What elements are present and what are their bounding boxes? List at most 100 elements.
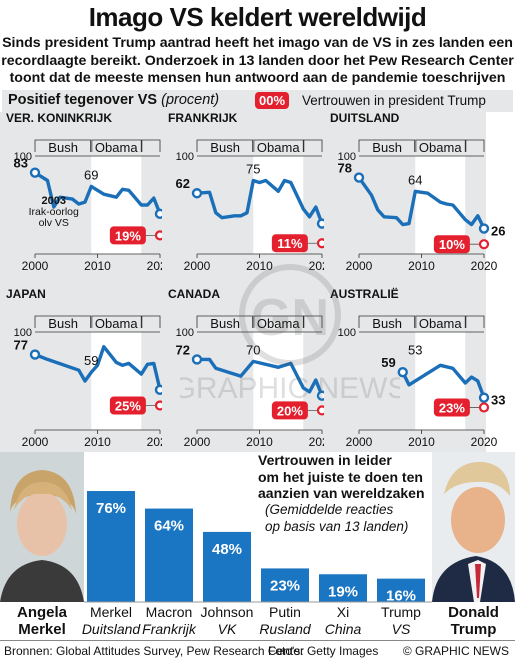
obama-label: Obama [95, 316, 138, 331]
obama-label: Obama [419, 316, 462, 331]
bush-bracket [34, 315, 92, 328]
x-tick-label: 2000 [346, 435, 373, 449]
start-value-label: 77 [14, 338, 28, 353]
leader-bar [377, 578, 425, 602]
panel-title: DUITSLAND [330, 112, 400, 125]
trump-bracket [303, 315, 323, 328]
iraq-annotation-line: 2003 [42, 195, 66, 207]
trump-bracket [141, 315, 161, 328]
obama-label: Obama [257, 140, 300, 155]
legend-title: Positief tegenover VS (procent) [8, 92, 220, 108]
leader-category-label: Putin Rusland [252, 604, 318, 638]
trump-bracket [303, 139, 323, 152]
mid-value-label: 69 [84, 167, 98, 182]
obama-bracket [415, 139, 466, 152]
leader-bar-value: 19% [328, 583, 358, 600]
obama-label: Obama [419, 140, 462, 155]
panel-title: JAPAN [6, 287, 46, 301]
iraq-annotation-line: olv VS [39, 217, 69, 229]
leader-bar [145, 508, 193, 602]
legend-trump-label: Vertrouwen in president Trump [302, 93, 486, 108]
series-line [33, 171, 162, 216]
start-value-label: 62 [176, 176, 190, 191]
y100-label: 100 [176, 327, 194, 339]
y100-label: 100 [176, 151, 194, 163]
bush-bracket [196, 139, 254, 152]
leader-note-line-1: (Gemiddelde reacties [265, 502, 394, 517]
footer-photos: Foto's: Getty Images [268, 644, 379, 658]
obama-bracket [91, 139, 142, 152]
trump-point [478, 239, 490, 250]
trump-caption: Donald Trump [432, 604, 515, 638]
leader-bar [87, 491, 135, 602]
y100-label: 100 [338, 327, 356, 339]
trump-badge-label: 20% [277, 403, 303, 418]
leader-chart-title: Vertrouwen in leider om het juiste te do… [258, 452, 425, 502]
leader-name: Johnson [200, 604, 254, 620]
merkel-photo [0, 452, 84, 602]
obama-label: Obama [257, 316, 300, 331]
trump-badge [109, 226, 146, 245]
mid-value-label: 64 [408, 172, 422, 187]
leader-country: Duitsland [81, 621, 141, 637]
trump-photo [432, 452, 515, 602]
obama-band [91, 332, 142, 430]
leader-bar [319, 574, 367, 602]
bush-label: Bush [210, 140, 240, 155]
end-value-label: 33 [491, 393, 505, 408]
leader-country: Rusland [259, 621, 311, 637]
trump-badge-label: 23% [439, 400, 465, 415]
leader-country: China [324, 621, 362, 637]
merkel-last-name: Merkel [18, 621, 66, 638]
panel-frankrijk: FRANKRIJK100BushObama2000201020206231751… [162, 112, 343, 288]
series-line [401, 363, 486, 400]
leader-title-line-3: aanzien van wereldzaken [258, 485, 425, 501]
obama-bracket [415, 315, 466, 328]
subtitle-line-2: recordlaagte bereikt. Onderzoek in 13 la… [1, 52, 514, 69]
end-value-label: 26 [491, 224, 505, 239]
panel-title: AUSTRALIË [330, 286, 399, 301]
obama-label: Obama [95, 140, 138, 155]
subtitle-line-1: Sinds president Trump aantrad heeft het … [2, 35, 513, 51]
mid-value-label: 70 [246, 342, 260, 357]
leader-title-line-2: om het juiste te doen ten [258, 468, 423, 485]
footer-sources: Bronnen: Global Attitudes Survey, Pew Re… [4, 644, 304, 658]
x-tick-label: 2000 [22, 259, 49, 273]
panel-canada: CANADA100BushObama20002010202072357020% [162, 287, 343, 452]
bush-label: Bush [372, 316, 402, 331]
x-tick-label: 2010 [408, 259, 435, 273]
panel-title: FRANKRIJK [168, 112, 238, 125]
leader-bar-chart: 76% 64% 48% 23% 19% 16% [84, 491, 432, 605]
iraq-annotation-line: Irak-oorlog [29, 206, 79, 218]
legend-bar: Positief tegenover VS (procent) 00% Vert… [2, 90, 513, 112]
page-title: Imago VS keldert wereldwijd [88, 2, 427, 32]
bush-label: Bush [210, 316, 240, 331]
x-tick-label: 2010 [84, 259, 111, 273]
panel-japan: JAPAN100BushObama20002010202077415925% [0, 287, 181, 452]
trump-badge-label: 25% [115, 399, 141, 414]
end-point [478, 392, 490, 403]
bush-bracket [196, 315, 254, 328]
subtitle: Sinds president Trump aantrad heeft het … [0, 35, 515, 88]
x-tick-label: 2000 [346, 259, 373, 273]
x-tick-label: 2020 [471, 259, 498, 273]
leader-chart-note: (Gemiddelde reacties op basis van 13 lan… [265, 502, 408, 535]
leader-bar-value: 16% [386, 588, 416, 605]
x-tick-label: 2010 [84, 435, 111, 449]
leader-bar-value: 23% [270, 577, 300, 594]
mid-value-label: 59 [84, 353, 98, 368]
start-value-label: 59 [381, 355, 395, 370]
start-value-label: 83 [14, 156, 28, 171]
y100-label: 100 [14, 151, 32, 163]
trump-bracket [465, 139, 485, 152]
series-line [195, 357, 324, 398]
leader-country: VK [217, 621, 237, 637]
trump-last-name: Trump [450, 621, 497, 638]
leader-bar [261, 568, 309, 602]
leader-name: Merkel [89, 604, 132, 620]
panel-australi-: AUSTRALIË 100 Bush Obama 2000 2010 2020 59 33 53 2… [324, 286, 505, 452]
line-chart-panels: VER. KONINKRIJK 100 Bush Obama 2000 2010 2020 8… [0, 112, 505, 452]
trump-point [478, 402, 490, 413]
series-line [195, 178, 324, 226]
